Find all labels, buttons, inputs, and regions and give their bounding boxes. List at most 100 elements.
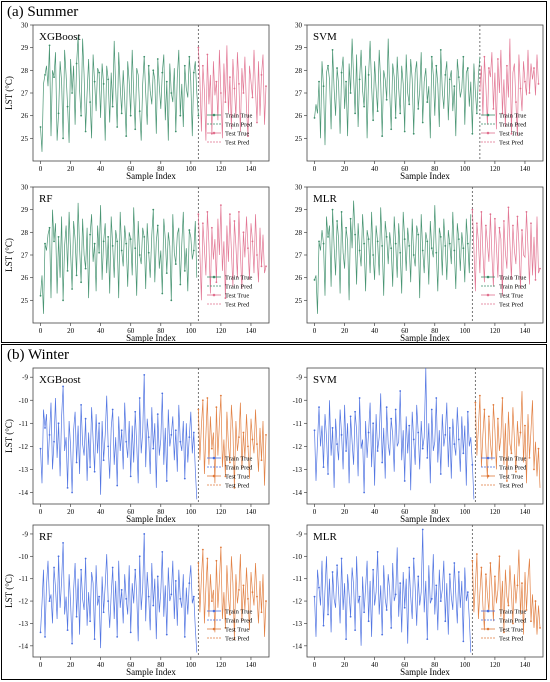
test-true-point: [260, 265, 263, 268]
summer-section-title: (a) Summer: [7, 4, 79, 20]
test-true-point: [510, 132, 513, 135]
series-group: [39, 533, 267, 653]
test-true-point: [478, 394, 481, 397]
train-true-point: [192, 71, 195, 74]
train-true-point: [188, 55, 191, 58]
x-tick-label: 80: [431, 327, 439, 335]
test-true-point: [229, 461, 231, 464]
train-true-point: [435, 251, 438, 254]
train-true-point: [471, 132, 474, 135]
test-true-point: [219, 546, 222, 549]
y-tick-label: -10: [293, 553, 303, 561]
y-tick-label: 29: [295, 206, 303, 214]
y-tick-label: 28: [295, 229, 303, 237]
train-true-point: [174, 263, 177, 265]
train-true-point: [426, 240, 429, 243]
train-true-point: [84, 557, 87, 560]
test-true-point: [534, 279, 537, 281]
train-true-point: [340, 71, 343, 74]
train-true-point: [183, 269, 186, 272]
test-true-point: [498, 555, 501, 558]
train-true-point: [111, 566, 114, 569]
test-true-point: [537, 447, 540, 450]
train-true-point: [340, 557, 343, 560]
test-true-point: [260, 73, 263, 76]
train-true-point: [331, 208, 334, 211]
x-tick-label: 100: [460, 508, 471, 516]
train-true-line: [314, 38, 481, 146]
train-true-point: [322, 466, 325, 469]
train-true-point: [170, 433, 173, 436]
train-true-point: [358, 595, 361, 598]
test-true-point: [219, 92, 222, 94]
x-tick-label: 40: [97, 165, 105, 173]
legend-label-train-pred: Train Pred: [225, 618, 253, 625]
train-true-point: [125, 440, 128, 443]
legend-label-test-true: Test True: [499, 627, 523, 634]
train-true-point: [53, 76, 55, 79]
train-true-point: [129, 475, 132, 478]
legend-label-train-pred: Train Pred: [225, 122, 253, 129]
train-true-point: [331, 571, 334, 573]
legend-label-train-pred: Train Pred: [225, 284, 253, 291]
train-true-point: [394, 593, 397, 596]
train-true-point: [453, 249, 456, 252]
y-tick-label: 25: [295, 297, 303, 305]
train-true-point: [367, 238, 370, 241]
x-tick-label: 20: [67, 165, 75, 173]
train-true-point: [138, 397, 141, 399]
x-tick-label: 100: [460, 327, 471, 335]
train-true-point: [39, 447, 42, 450]
test-true-point: [487, 415, 490, 418]
y-tick-label: -11: [293, 575, 303, 583]
train-true-point: [107, 78, 110, 81]
legend-label-test-true: Test True: [225, 474, 249, 481]
train-true-point: [435, 397, 438, 399]
test-true-point: [475, 222, 478, 225]
train-true-point: [44, 73, 46, 76]
train-true-point: [376, 240, 379, 243]
train-true-point: [39, 126, 42, 128]
test-true-point: [516, 584, 519, 587]
test-true-point: [492, 107, 495, 110]
train-true-point: [179, 114, 182, 117]
x-tick-label: 60: [401, 327, 409, 335]
train-true-point: [439, 473, 442, 475]
train-true-point: [381, 461, 384, 464]
train-true-point: [44, 427, 46, 429]
train-true-point: [462, 247, 465, 250]
train-true-point: [143, 235, 146, 238]
train-true-point: [57, 555, 60, 558]
chart-summer-rf: 25 26 27 28 29 30 0 20 40 60 80 100 120 140 Sample Ind…: [4, 184, 270, 343]
y-tick-label: 30: [21, 22, 29, 30]
test-true-point: [475, 553, 478, 555]
train-true-point: [156, 575, 159, 578]
test-true-point: [489, 213, 492, 216]
train-true-point: [179, 440, 182, 443]
x-tick-label: 100: [186, 327, 197, 335]
y-tick-label: -10: [19, 397, 29, 405]
y-tick-label: -9: [296, 530, 302, 538]
y-tick-label: 27: [295, 252, 303, 260]
train-true-point: [48, 600, 51, 602]
train-true-point: [385, 235, 388, 238]
x-tick-label: 0: [39, 661, 43, 669]
legend-label-test-pred: Test Pred: [499, 140, 524, 147]
train-true-point: [403, 238, 406, 241]
train-true-point: [129, 114, 132, 117]
test-true-point: [525, 211, 528, 213]
legend-label-train-true: Train True: [225, 609, 253, 616]
train-true-point: [53, 240, 55, 243]
test-true-point: [251, 240, 254, 243]
train-true-point: [89, 233, 92, 236]
x-tick-label: 0: [39, 327, 43, 335]
legend-marker: [212, 113, 216, 117]
train-true-point: [367, 431, 370, 434]
train-true-point: [89, 466, 92, 469]
train-true-point: [403, 130, 406, 133]
series-group: [39, 202, 267, 314]
y-tick-label: 25: [21, 135, 29, 143]
train-true-point: [322, 85, 325, 88]
x-tick-label: 140: [246, 661, 257, 669]
train-true-line: [314, 200, 472, 314]
